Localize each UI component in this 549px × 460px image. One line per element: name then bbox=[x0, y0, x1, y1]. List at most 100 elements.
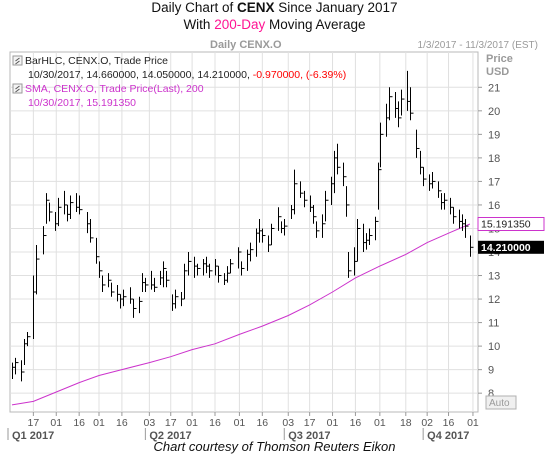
x-tick-label: 17 bbox=[304, 417, 316, 429]
legend-series2-values: 10/30/2017, 15.191350 bbox=[28, 97, 136, 109]
hlc-bar bbox=[398, 101, 402, 128]
hlc-bar bbox=[271, 223, 275, 245]
hlc-bar bbox=[357, 219, 361, 262]
hlc-bar bbox=[325, 190, 329, 222]
hlc-bar bbox=[43, 226, 47, 255]
y-tick-label: 9 bbox=[488, 365, 494, 377]
y-tick-label: 20 bbox=[488, 106, 500, 118]
hlc-bar bbox=[410, 87, 414, 121]
hlc-bar bbox=[96, 237, 100, 264]
hlc-bar bbox=[145, 277, 149, 292]
last-price-tag: 14.210000 bbox=[478, 240, 544, 254]
y-tick-label: 19 bbox=[488, 129, 500, 141]
sma-value-tag: 15.191350 bbox=[477, 217, 545, 231]
hlc-bar bbox=[322, 214, 326, 238]
x-axis: 17 01 16 01 16 03 17 01 16 01 16 03 17 01 16 01 18 02 16 01… bbox=[7, 412, 479, 442]
hlc-bar bbox=[438, 181, 442, 198]
x-tick-label: 01 bbox=[50, 417, 62, 429]
hlc-bar bbox=[90, 219, 94, 243]
hlc-bar bbox=[300, 181, 304, 198]
hlc-bar bbox=[163, 261, 167, 288]
hlc-bar bbox=[316, 221, 320, 238]
chart-caption: Chart courtesy of Thomson Reuters Eikon bbox=[153, 439, 396, 454]
hlc-bar bbox=[423, 167, 427, 187]
y-tick-label: 12 bbox=[488, 294, 500, 306]
x-tick-label: 16 bbox=[350, 417, 362, 429]
legend: BarHLC, CENX.O, Trade Price 10/30/2017, … bbox=[12, 55, 346, 109]
hlc-bar bbox=[465, 219, 469, 238]
hlc-bar bbox=[102, 275, 106, 292]
hlc-bar bbox=[49, 202, 53, 222]
quarter-label: Q4 2017 bbox=[427, 430, 469, 442]
title-ticker: CENX bbox=[236, 0, 275, 15]
hlc-bar bbox=[154, 277, 158, 292]
x-tick-label: 03 bbox=[144, 417, 156, 429]
hlc-bar bbox=[250, 242, 254, 262]
x-tick-label: 16 bbox=[116, 417, 128, 429]
x-tick-label: 01 bbox=[467, 417, 479, 429]
hlc-bar bbox=[230, 259, 234, 274]
auto-scale-label: Auto bbox=[489, 398, 510, 409]
hlc-bar bbox=[27, 332, 31, 347]
x-tick-label: 16 bbox=[73, 417, 85, 429]
hlc-bar bbox=[313, 204, 317, 224]
hlc-bar bbox=[175, 289, 179, 309]
legend-series1-label: BarHLC, CENX.O, Trade Price bbox=[25, 55, 168, 67]
sma-line bbox=[11, 223, 471, 406]
title2-prefix: With bbox=[183, 17, 215, 32]
hlc-bar bbox=[348, 252, 352, 278]
hlc-bar bbox=[218, 266, 222, 283]
hlc-bar bbox=[166, 270, 170, 288]
legend-series1-change: -0.970000, (-6.39%) bbox=[253, 69, 346, 81]
x-tick-label: 01 bbox=[186, 417, 198, 429]
legend-series2-icon bbox=[15, 85, 20, 93]
hlc-bar bbox=[197, 263, 201, 276]
hlc-bar bbox=[139, 296, 143, 314]
last-price-tag-text: 14.210000 bbox=[481, 242, 531, 254]
hlc-bar bbox=[470, 235, 474, 257]
hlc-bar bbox=[238, 247, 242, 269]
chart-title-line2: With 200-Day Moving Average bbox=[0, 17, 549, 32]
hlc-bar bbox=[369, 228, 373, 245]
hlc-bar bbox=[99, 261, 103, 278]
x-tick-label: 17 bbox=[165, 417, 177, 429]
hlc-bar bbox=[343, 162, 347, 187]
quarter-label: Q1 2017 bbox=[12, 430, 54, 442]
hlc-bar bbox=[46, 193, 50, 224]
legend-series1-box[interactable] bbox=[12, 55, 23, 66]
hlc-bar bbox=[389, 87, 393, 121]
hlc-bar bbox=[432, 172, 436, 189]
hlc-bar bbox=[133, 299, 137, 318]
hlc-bar bbox=[58, 197, 62, 227]
title2-suffix: Moving Average bbox=[265, 17, 366, 32]
hlc-bar bbox=[453, 207, 457, 224]
y-tick-label: 11 bbox=[488, 318, 499, 330]
hlc-bar bbox=[111, 282, 115, 297]
hlc-bar bbox=[36, 244, 40, 295]
y-tick-label: 8 bbox=[488, 388, 494, 400]
x-tick-label: 02 bbox=[421, 417, 433, 429]
x-tick-label: 03 bbox=[282, 417, 294, 429]
hlc-bar bbox=[337, 143, 341, 175]
hlc-bar bbox=[123, 289, 127, 307]
auto-scale-button[interactable] bbox=[485, 395, 517, 410]
hlc-bar bbox=[79, 195, 83, 215]
x-tick-label: 01 bbox=[374, 417, 386, 429]
hlc-bar bbox=[346, 186, 350, 217]
hlc-bar bbox=[184, 263, 188, 300]
last-price-tag-box bbox=[478, 240, 544, 254]
sma-value-tag-text: 15.191350 bbox=[481, 219, 531, 231]
hlc-bar bbox=[416, 129, 420, 158]
title2-highlight: 200-Day bbox=[214, 17, 266, 32]
price-axis-label: Price bbox=[486, 53, 513, 65]
x-tick-label: 16 bbox=[443, 417, 455, 429]
hlc-bar bbox=[284, 219, 288, 236]
hlc-bar bbox=[278, 207, 282, 231]
hlc-bar bbox=[70, 195, 74, 220]
quarter-label: Q3 2017 bbox=[288, 430, 330, 442]
legend-series2-box[interactable] bbox=[12, 83, 23, 94]
x-tick-label: 16 bbox=[256, 417, 268, 429]
x-tick-label: 01 bbox=[93, 417, 105, 429]
x-tick-label: 01 bbox=[234, 417, 246, 429]
